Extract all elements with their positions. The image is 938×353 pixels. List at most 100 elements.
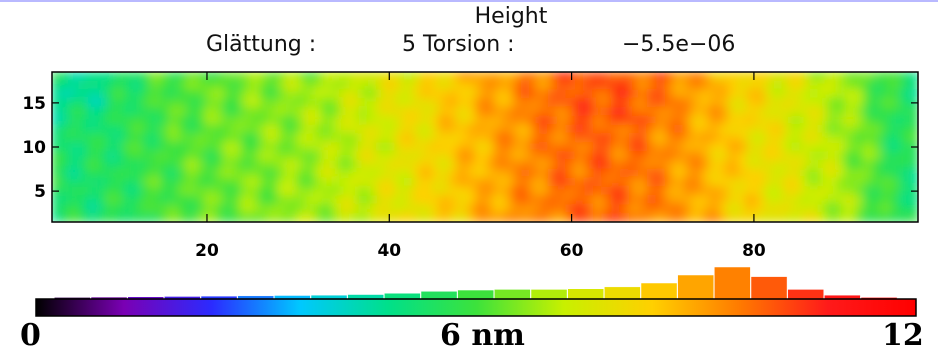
heatmap-cell xyxy=(231,89,243,100)
histogram-bar xyxy=(677,274,714,300)
heatmap-cell xyxy=(268,115,279,126)
heatmap-cell xyxy=(177,195,189,206)
heatmap-cell xyxy=(529,203,540,214)
heatmap-cell xyxy=(240,212,252,222)
heatmap-cell xyxy=(403,124,414,135)
heatmap-cell xyxy=(105,80,116,91)
heatmap-cell xyxy=(358,80,369,91)
heatmap-cell xyxy=(881,124,892,135)
heatmap-cell xyxy=(295,159,306,170)
heatmap-cell xyxy=(854,150,865,161)
heatmap-cell xyxy=(601,159,612,170)
heatmap-cell xyxy=(755,186,766,197)
heatmap-cell xyxy=(105,150,116,161)
heatmap-cell xyxy=(349,159,360,170)
heatmap-cell xyxy=(746,150,757,161)
heatmap-cell xyxy=(890,72,901,82)
heatmap-cell xyxy=(159,203,170,214)
heatmap-cell xyxy=(502,72,513,82)
heatmap-cell xyxy=(313,150,324,161)
heatmap-cell xyxy=(96,97,107,108)
heatmap-cell xyxy=(322,89,333,100)
heatmap-cell xyxy=(295,177,306,188)
heatmap-cell xyxy=(511,159,522,170)
heatmap-cell xyxy=(376,195,387,206)
heatmap-cell xyxy=(908,159,918,170)
heatmap-cell xyxy=(592,97,603,108)
heatmap-cell xyxy=(177,97,189,108)
heatmap-cell xyxy=(637,97,649,108)
heatmap-cell xyxy=(87,106,98,117)
heatmap-cell xyxy=(655,150,667,161)
heatmap-cell xyxy=(159,150,170,161)
heatmap-cell xyxy=(286,80,297,91)
heatmap-cell xyxy=(430,195,441,206)
heatmap-cell xyxy=(105,124,116,135)
heatmap-cell xyxy=(664,124,676,135)
heatmap-cell xyxy=(96,212,107,222)
heatmap-cell xyxy=(809,212,820,222)
heatmap-cell xyxy=(258,212,270,222)
heatmap-cell xyxy=(258,106,270,117)
heatmap-cell xyxy=(268,80,279,91)
heatmap-cell xyxy=(574,159,585,170)
heatmap-cell xyxy=(213,142,225,153)
heatmap-cell xyxy=(664,89,676,100)
heatmap-cell xyxy=(277,203,288,214)
heatmap-cell xyxy=(240,150,252,161)
heatmap-cell xyxy=(854,212,865,222)
heatmap-cell xyxy=(538,89,549,100)
heatmap-cell xyxy=(908,124,918,135)
heatmap-cell xyxy=(520,115,531,126)
heatmap-cell xyxy=(159,195,170,206)
heatmap-cell xyxy=(646,72,658,82)
heatmap-cell xyxy=(556,115,567,126)
heatmap-cell xyxy=(177,106,189,117)
heatmap-cell xyxy=(394,150,405,161)
heatmap-cell xyxy=(583,212,594,222)
heatmap-cell xyxy=(493,168,504,179)
heatmap-cell xyxy=(457,168,468,179)
heatmap-cell xyxy=(322,97,333,108)
heatmap-cell xyxy=(150,168,161,179)
heatmap-cell xyxy=(737,159,748,170)
heatmap-cell xyxy=(664,159,676,170)
heatmap-cell xyxy=(358,97,369,108)
heatmap-cell xyxy=(295,212,306,222)
heatmap-cell xyxy=(710,195,721,206)
heatmap-cell xyxy=(583,89,594,100)
heatmap-cell xyxy=(52,159,62,170)
heatmap-cell xyxy=(556,150,567,161)
heatmap-cell xyxy=(466,124,477,135)
heatmap-cell xyxy=(619,203,631,214)
heatmap-cell xyxy=(737,115,748,126)
heatmap-cell xyxy=(286,212,297,222)
heatmap-cell xyxy=(899,89,910,100)
heatmap-cell xyxy=(791,159,802,170)
heatmap-cell xyxy=(691,168,703,179)
heatmap-cell xyxy=(123,106,134,117)
heatmap-cell xyxy=(719,142,730,153)
heatmap-cell xyxy=(213,115,225,126)
heatmap-cell xyxy=(628,115,640,126)
heatmap-cell xyxy=(457,106,468,117)
heatmap-cell xyxy=(268,106,279,117)
heatmap-cell xyxy=(809,142,820,153)
heatmap-cell xyxy=(385,124,396,135)
heatmap-cell xyxy=(511,89,522,100)
heatmap-cell xyxy=(430,159,441,170)
heatmap-cell xyxy=(899,177,910,188)
heatmap-cell xyxy=(295,106,306,117)
heatmap-cell xyxy=(403,195,414,206)
heatmap-cell xyxy=(800,80,811,91)
heatmap-cell xyxy=(295,124,306,135)
heatmap-cell xyxy=(141,124,152,135)
heatmap-cell xyxy=(448,89,459,100)
heatmap-cell xyxy=(755,97,766,108)
heatmap-cell xyxy=(719,106,730,117)
heatmap-cell xyxy=(791,212,802,222)
heatmap-cell xyxy=(890,124,901,135)
heatmap-cell xyxy=(583,203,594,214)
heatmap-cell xyxy=(213,133,225,144)
heatmap-cell xyxy=(755,212,766,222)
